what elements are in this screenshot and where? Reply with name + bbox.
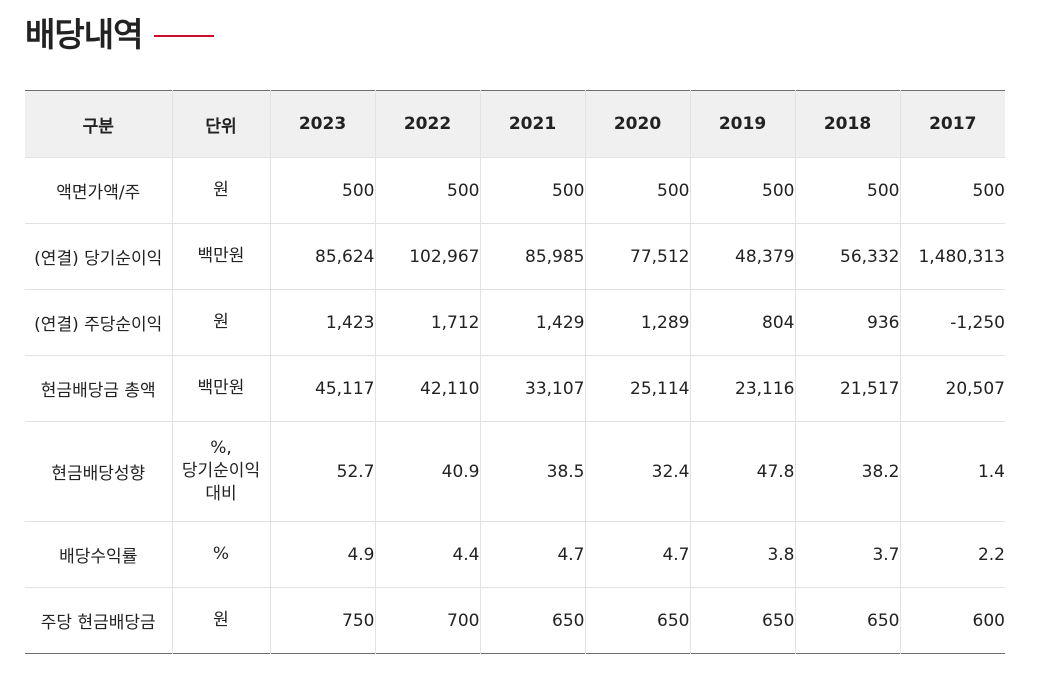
unit-text: 원	[213, 610, 229, 631]
value-cell: 500	[899, 157, 1005, 224]
value-cell: 77,512	[584, 223, 690, 290]
value-cell: 45,117	[269, 355, 375, 422]
value-cell: 500	[794, 157, 900, 224]
value-cell: 1,423	[269, 289, 375, 356]
page-title: 배당내역	[25, 14, 143, 54]
unit-cell: 원	[171, 289, 270, 356]
value-cell: 4.7	[584, 521, 690, 588]
value-cell: 1,712	[374, 289, 480, 356]
unit-cell: %, 당기순이익 대비	[171, 421, 270, 522]
value-cell: 102,967	[374, 223, 480, 290]
value-cell: 56,332	[794, 223, 900, 290]
value-cell: 3.7	[794, 521, 900, 588]
value-cell: 47.8	[689, 421, 795, 522]
value-cell: 23,116	[689, 355, 795, 422]
value-cell: 650	[689, 587, 795, 654]
column-header-2021: 2021	[479, 90, 585, 158]
unit-text: 대비	[205, 483, 237, 504]
row-label: 배당수익률	[25, 521, 172, 588]
value-cell: 85,624	[269, 223, 375, 290]
row-label: 현금배당금 총액	[25, 355, 172, 422]
dividend-table: 구분 단위 2023 2022 2021 2020 2019 2018 2017…	[25, 90, 1005, 654]
unit-cell: 원	[171, 157, 270, 224]
table-row: 현금배당성향 %, 당기순이익 대비 52.7 40.9 38.5 32.4 4…	[25, 421, 1005, 522]
value-cell: 1,480,313	[899, 223, 1005, 290]
value-cell: 500	[374, 157, 480, 224]
value-cell: 650	[794, 587, 900, 654]
row-label: 주당 현금배당금	[40, 613, 156, 633]
value-cell: 650	[584, 587, 690, 654]
column-header-2023: 2023	[269, 90, 375, 158]
table-row: (연결) 당기순이익 백만원 85,624 102,967 85,985 77,…	[25, 223, 1005, 290]
value-cell: 38.5	[479, 421, 585, 522]
column-header-2022: 2022	[374, 90, 480, 158]
value-cell: 700	[374, 587, 480, 654]
table-row: (연결) 주당순이익 원 1,423 1,712 1,429 1,289 804…	[25, 289, 1005, 356]
unit-text: 원	[213, 180, 229, 201]
table-row: 현금배당금 총액 백만원 45,117 42,110 33,107 25,114…	[25, 355, 1005, 422]
value-cell: 804	[689, 289, 795, 356]
unit-text: %	[212, 544, 230, 565]
table-row: 주당 현금배당금 원 750 700 650 650 650 650 600	[25, 587, 1005, 654]
value-cell: 4.7	[479, 521, 585, 588]
value-cell: 20,507	[899, 355, 1005, 422]
column-header-category: 구분	[25, 90, 172, 158]
row-label: 액면가액/주	[25, 157, 172, 224]
value-cell: 500	[689, 157, 795, 224]
value-cell: 48,379	[689, 223, 795, 290]
table-body: 액면가액/주 원 500 500 500 500 500 500 500 (연결…	[25, 157, 1005, 654]
section-heading: 배당내역	[25, 8, 215, 60]
table-header: 구분 단위 2023 2022 2021 2020 2019 2018 2017	[25, 90, 1005, 158]
header-row: 구분 단위 2023 2022 2021 2020 2019 2018 2017	[25, 90, 1005, 158]
unit-text: %,	[210, 438, 232, 459]
value-cell: 750	[269, 587, 375, 654]
table-row: 액면가액/주 원 500 500 500 500 500 500 500	[25, 157, 1005, 224]
row-label: 현금배당성향	[25, 421, 172, 522]
column-header-2017: 2017	[899, 90, 1005, 158]
unit-cell: 백만원	[171, 223, 270, 290]
value-cell: 1.4	[899, 421, 1005, 522]
column-header-2018: 2018	[794, 90, 900, 158]
value-cell: 52.7	[269, 421, 375, 522]
value-cell: 3.8	[689, 521, 795, 588]
value-cell: 600	[899, 587, 1005, 654]
value-cell: 936	[794, 289, 900, 356]
unit-text: 당기순이익	[181, 461, 261, 482]
column-header-2020: 2020	[584, 90, 690, 158]
unit-cell: 백만원	[171, 355, 270, 422]
value-cell: 32.4	[584, 421, 690, 522]
value-cell: 1,289	[584, 289, 690, 356]
value-cell: 21,517	[794, 355, 900, 422]
value-cell: 85,985	[479, 223, 585, 290]
unit-cell: %	[171, 521, 270, 588]
unit-text: 백만원	[197, 246, 245, 267]
row-label: (연결) 당기순이익	[25, 223, 172, 290]
value-cell: 4.9	[269, 521, 375, 588]
value-cell: 38.2	[794, 421, 900, 522]
value-cell: 500	[479, 157, 585, 224]
value-cell: 500	[269, 157, 375, 224]
unit-cell: 원	[171, 587, 270, 654]
value-cell: 650	[479, 587, 585, 654]
value-cell: 25,114	[584, 355, 690, 422]
value-cell: 4.4	[374, 521, 480, 588]
value-cell: -1,250	[899, 289, 1005, 356]
unit-text: 원	[213, 312, 229, 333]
value-cell: 500	[584, 157, 690, 224]
column-header-unit: 단위	[171, 90, 270, 158]
value-cell: 2.2	[899, 521, 1005, 588]
unit-text: 백만원	[197, 378, 245, 399]
value-cell: 33,107	[479, 355, 585, 422]
value-cell: 1,429	[479, 289, 585, 356]
title-accent-line	[154, 35, 215, 37]
value-cell: 40.9	[374, 421, 480, 522]
column-header-2019: 2019	[689, 90, 795, 158]
table-row: 배당수익률 % 4.9 4.4 4.7 4.7 3.8 3.7 2.2	[25, 521, 1005, 588]
row-label: (연결) 주당순이익	[25, 289, 172, 356]
value-cell: 42,110	[374, 355, 480, 422]
